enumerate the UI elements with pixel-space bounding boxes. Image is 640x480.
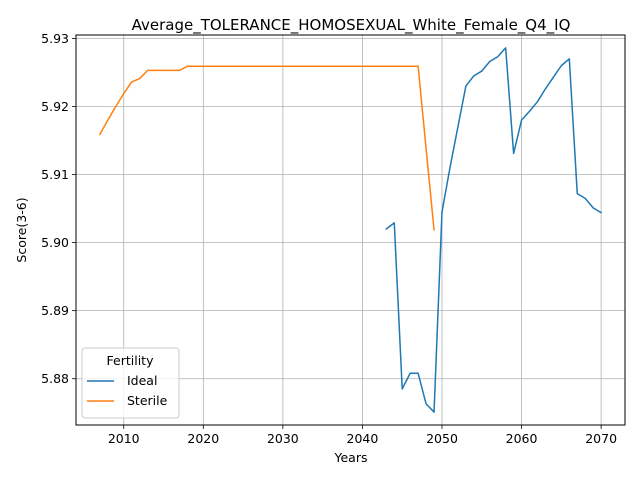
y-tick-label: 5.93	[41, 31, 69, 46]
y-tick-label: 5.88	[41, 371, 69, 386]
x-tick-label: 2060	[506, 431, 538, 446]
y-axis-label: Score(3-6)	[14, 197, 29, 262]
y-axis: 5.88 5.89 5.90 5.91 5.92 5.93	[41, 31, 76, 386]
series-layer	[98, 47, 603, 413]
y-tick-label: 5.91	[41, 167, 69, 182]
x-tick-label: 2030	[267, 431, 299, 446]
x-axis: 2010 2020 2030 2040 2050 2060 2070	[108, 425, 617, 446]
y-tick-label: 5.89	[41, 303, 69, 318]
y-tick-label: 5.90	[41, 235, 69, 250]
x-tick-label: 2040	[347, 431, 379, 446]
series-line-sterile	[98, 65, 435, 231]
plot-frame	[75, 34, 626, 426]
legend-label-ideal: Ideal	[127, 373, 157, 388]
y-tick-label: 5.92	[41, 99, 69, 114]
x-axis-label: Years	[334, 450, 368, 465]
chart-title: Average_TOLERANCE_HOMOSEXUAL_White_Femal…	[132, 16, 571, 35]
x-tick-label: 2050	[426, 431, 458, 446]
legend: Fertility Ideal Sterile	[81, 347, 180, 419]
x-tick-label: 2020	[187, 431, 219, 446]
legend-title: Fertility	[107, 353, 155, 368]
x-tick-label: 2070	[585, 431, 617, 446]
series-line-ideal	[385, 47, 603, 413]
x-tick-label: 2010	[108, 431, 140, 446]
legend-label-sterile: Sterile	[127, 393, 168, 408]
